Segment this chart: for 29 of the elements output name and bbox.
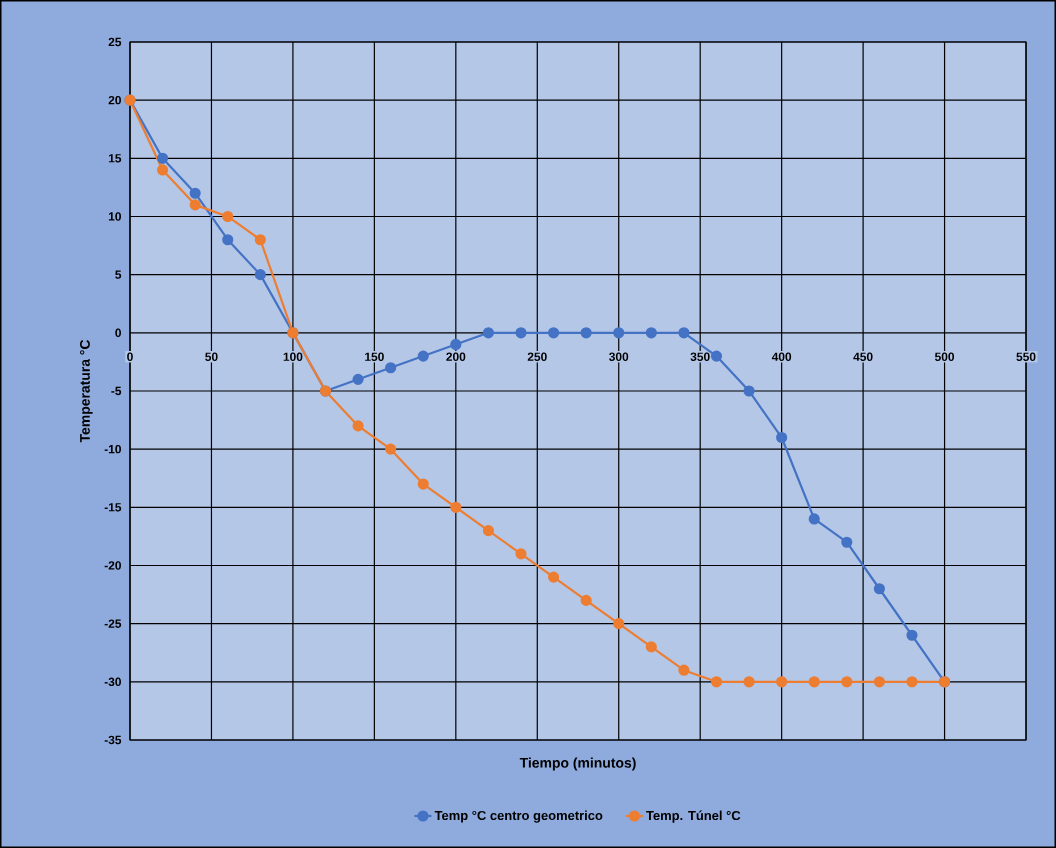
x-tick-label: 350 bbox=[690, 352, 710, 361]
x-tick-label: 250 bbox=[527, 352, 547, 361]
x-tick-label: 50 bbox=[205, 352, 218, 361]
x-tick-label: 500 bbox=[934, 352, 955, 361]
y-tick-label: -25 bbox=[104, 619, 122, 628]
y-tick-label: -30 bbox=[104, 677, 121, 687]
x-tick-label: 0 bbox=[127, 352, 133, 361]
x-tick-label: 300 bbox=[609, 352, 629, 361]
y-tick-label: -15 bbox=[104, 503, 122, 512]
y-axis-title: Temperatura °C bbox=[79, 339, 93, 443]
x-tick-label: 200 bbox=[446, 352, 466, 361]
legend-label: Temp °C centro geometrico bbox=[434, 810, 603, 823]
y-tick-label: -5 bbox=[111, 386, 122, 396]
x-tick-label: 450 bbox=[853, 352, 873, 361]
x-tick-label: 400 bbox=[771, 352, 792, 361]
x-tick-label: 100 bbox=[283, 352, 303, 361]
y-tick-label: -35 bbox=[104, 735, 122, 745]
x-axis-title: Tiempo (minutos) bbox=[519, 757, 636, 771]
y-tick-label: 20 bbox=[108, 95, 121, 105]
y-tick-label: 0 bbox=[115, 328, 121, 338]
legend-label: Temp. Túnel °C bbox=[646, 810, 741, 823]
x-tick-label: 150 bbox=[365, 352, 384, 361]
y-tick-label: -10 bbox=[104, 444, 121, 454]
y-tick-label: 5 bbox=[115, 270, 122, 279]
y-tick-label: -20 bbox=[104, 561, 121, 570]
x-tick-label: 550 bbox=[1016, 352, 1036, 361]
y-tick-label: 25 bbox=[108, 37, 122, 47]
y-tick-label: 10 bbox=[108, 212, 121, 221]
y-tick-label: 15 bbox=[108, 154, 122, 163]
